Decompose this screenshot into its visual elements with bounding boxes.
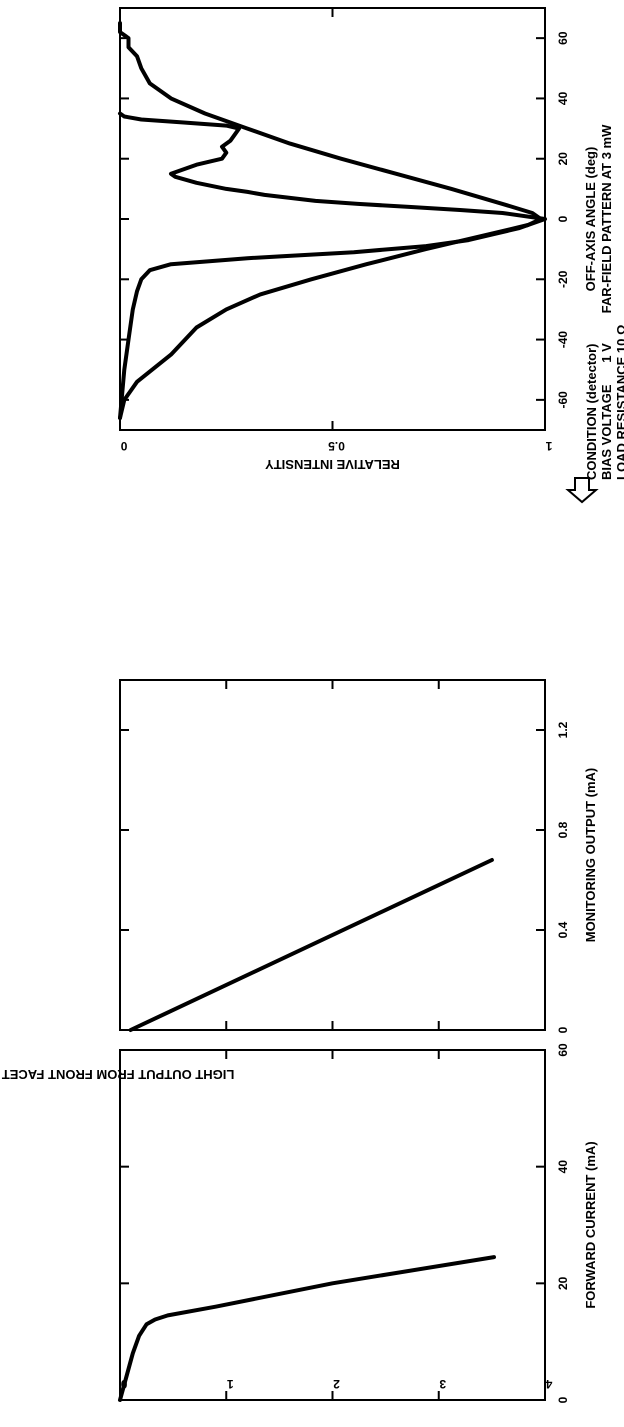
x-axis-label: FORWARD CURRENT (mA) (583, 1141, 598, 1308)
condition-line-3: LOAD RESISTANCE 10 Ω (614, 325, 624, 480)
x-tick-label: -60 (556, 391, 570, 409)
y-tick-label: 0.5 (328, 439, 345, 453)
condition-line-1: CONDITION (detector) (584, 344, 599, 481)
plot-frame (119, 679, 546, 1031)
series-line-1 (118, 1255, 496, 1402)
x-tick-label: -20 (556, 270, 570, 288)
x-tick-label: 40 (556, 1160, 570, 1174)
chart-subtitle: FAR-FIELD PATTERN AT 3 mW (599, 124, 614, 313)
shared-y-tick-label: 2 (333, 1377, 340, 1391)
shared-y-axis-label: LIGHT OUTPUT FROM FRONT FACET (mW) (0, 1067, 234, 1082)
x-tick-label: -40 (556, 331, 570, 349)
chart-forward-current: 0 20 40 60 FORWARD CURRENT (mA) (118, 1043, 598, 1403)
hollow-arrow-down-icon (565, 477, 599, 504)
x-tick-label: 60 (556, 1043, 570, 1057)
y-tick-label: 0 (120, 439, 127, 453)
series-line-1 (118, 21, 543, 420)
condition-line-2: BIAS VOLTAGE 1 V (599, 343, 614, 480)
y-axis-label: RELATIVE INTENSITY (265, 457, 400, 472)
series-line-2 (118, 111, 547, 420)
shared-y-tick-label: 3 (439, 1377, 446, 1391)
condition-note: CONDITION (detector) BIAS VOLTAGE 1 V LO… (584, 325, 624, 480)
x-tick-label: 20 (556, 1276, 570, 1290)
x-tick-label: 40 (556, 91, 570, 105)
x-tick-label: 1.2 (556, 721, 570, 738)
x-tick-label: 0.4 (556, 921, 570, 938)
plot-frame (119, 1049, 546, 1401)
shared-y-tick-label: 4 (545, 1377, 552, 1391)
chart-monitoring-output: 0 0.4 0.8 1.2 MONITORING OUTPUT (mA) (119, 679, 598, 1033)
y-tick-label: 1 (545, 439, 552, 453)
x-tick-label: 60 (556, 31, 570, 45)
x-axis-label: OFF-AXIS ANGLE (deg) (583, 147, 598, 292)
x-tick-label: 0 (556, 1396, 570, 1403)
x-tick-label: 0.8 (556, 821, 570, 838)
series-line-1 (128, 858, 494, 1032)
x-tick-label: 0 (556, 215, 570, 222)
x-tick-label: 20 (556, 152, 570, 166)
plot-frame (119, 7, 546, 431)
x-axis-label: MONITORING OUTPUT (mA) (583, 768, 598, 943)
chart-far-field: -60 -40 -20 0 20 40 60 OFF-AXIS ANGLE (deg) FAR-… (118, 7, 614, 472)
shared-y-tick-label: 1 (227, 1377, 234, 1391)
x-tick-label: 0 (556, 1026, 570, 1033)
